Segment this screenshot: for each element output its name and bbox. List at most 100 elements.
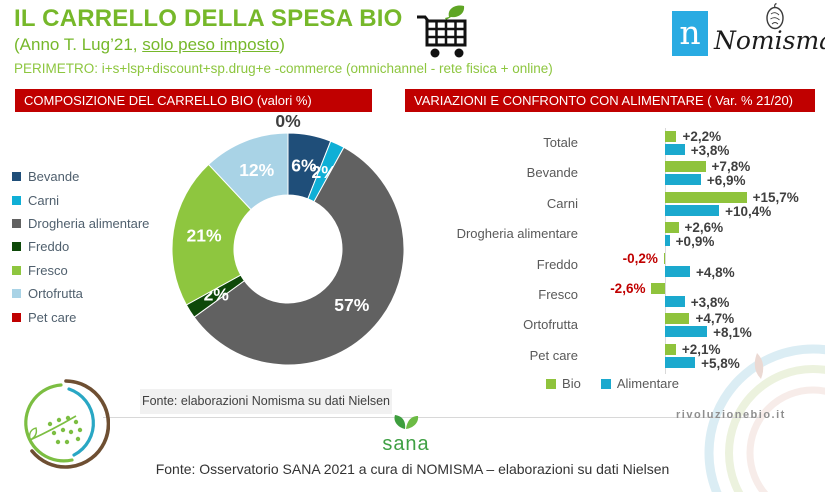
bar-alimentare-freddo [665,265,690,277]
legend-swatch-icon [12,312,21,322]
bar-bio-drogheria-alimentare [665,222,679,234]
bar-value-label: +3,8% [690,295,730,310]
nomisma-logo: n Nomisma [668,2,825,60]
perimeter-note: PERIMETRO: i+s+lsp+discount+sp.drug+e -c… [14,61,553,76]
shopping-cart-icon [417,5,467,58]
bar-alimentare-carni [665,204,720,216]
bar-value-label: +4,7% [695,311,735,327]
separator-line [103,417,761,418]
bar-alimentare-bevande [665,174,701,186]
legend-label: Carni [28,192,60,208]
bar-value-label: +7,8% [711,159,751,175]
nomisma-n-mark: n [672,11,708,56]
bar-alimentare-pet-care [665,356,696,368]
bar-value-label: +4,8% [695,264,735,280]
legend-item-freddo: Freddo [12,235,172,258]
bar-value-label: +8,1% [713,325,752,341]
donut-slice-ortofrutta [207,132,289,211]
donut-label-fresco: 21% [187,226,222,246]
subtitle: (Anno T. Lug’21, solo peso imposto) [14,35,285,55]
donut-slice-fresco [171,163,252,306]
bar-value-label: -2,6% [610,281,646,296]
legend-label-bio: Bio [562,376,581,391]
legend-label-alimentare: Alimentare [616,376,679,391]
bar-legend: Bio Alimentare [410,376,815,391]
bar-alimentare-fresco [665,296,685,307]
bar-category-label: Bevande [526,165,578,181]
legend-swatch-icon [12,289,21,299]
donut-chart: 6%2%57%2%21%12%0% [171,112,405,366]
legend-item-ortofrutta: Ortofrutta [12,282,172,305]
donut-label-bevande: 6% [291,156,317,176]
bar-value-label: -0,2% [622,250,658,266]
legend-swatch-icon [12,218,21,228]
page-title: IL CARRELLO DELLA SPESA BIO [14,5,403,32]
bar-category-label: Drogheria alimentare [456,226,578,242]
legend-swatch-icon [12,195,21,205]
sana-wordmark: sana [382,433,430,455]
right-panel-title: VARIAZIONI E CONFRONTO CON ALIMENTARE ( … [405,89,815,112]
legend-label: Ortofrutta [28,286,83,302]
sana-logo: sana [373,413,439,456]
bar-alimentare-ortofrutta [665,326,708,338]
bar-value-label: +2,6% [684,220,724,236]
donut-label-ortofrutta: 12% [239,160,274,180]
bar-category-label: Freddo [536,256,578,272]
nomisma-wordmark: Nomisma [714,26,825,55]
bar-value-label: +10,4% [725,203,772,219]
legend-item-fresco: Fresco [12,259,172,282]
donut-label-drogheria-alimentare: 57% [334,295,369,315]
left-panel-title: COMPOSIZIONE DEL CARRELLO BIO (valori %) [15,89,372,112]
nomisma-coin-icon [766,2,784,30]
legend-item-bio: Bio [546,376,581,391]
source-note-box: Fonte: elaborazioni Nomisma su dati Niel… [140,389,392,414]
bar-alimentare-drogheria-alimentare [665,235,670,247]
bar-category-label: Carni [546,195,578,211]
bar-bio-bevande [665,161,706,173]
subtitle-suffix: ) [279,35,285,54]
rivoluzionebio-link[interactable]: rivoluzionebio.it [676,409,786,421]
subtitle-prefix: (Anno T. Lug’21, [14,35,143,54]
bar-value-label: +6,9% [706,173,746,189]
legend-swatch-icon [12,172,21,182]
legend-swatch-icon [12,265,21,275]
legend-item-pet-care: Pet care [12,305,172,328]
bar-alimentare-totale [665,144,685,155]
bar-category-label: Pet care [529,347,578,363]
bar-chart: Totale +2,2% +3,8% Bevande +7,8% +6,9% Carni +1… [410,126,822,378]
subtitle-underlined: solo peso imposto [142,35,280,54]
bio-swatch-icon [546,378,557,389]
bar-value-label: +15,7% [752,189,799,205]
bar-bio-freddo [663,252,665,264]
legend-item-drogheria-alimentare: Drogheria alimentare [12,212,172,235]
bar-category-label: Ortofrutta [523,317,578,333]
legend-label: Pet care [28,309,77,325]
bar-bio-ortofrutta [665,313,690,325]
sana-sprout-icon [394,415,419,429]
bar-value-label: +5,8% [701,355,740,371]
legend-swatch-icon [12,242,21,252]
legend-label: Freddo [28,239,70,255]
donut-label-pet-care: 0% [275,112,301,131]
bar-value-label: +2,1% [681,341,721,357]
footer-source: Fonte: Osservatorio SANA 2021 a cura di … [155,461,670,477]
legend-item-carni: Carni [12,188,172,211]
bar-value-label: +2,2% [682,129,722,144]
bar-value-label: +3,8% [690,143,730,158]
bar-category-label: Fresco [538,287,578,302]
donut-slice-drogheria-alimentare [193,146,405,366]
bar-value-label: +0,9% [675,234,715,250]
legend-item-alimentare: Alimentare [600,376,679,391]
watermark-arcs [704,344,825,492]
bar-category-label: Totale [543,135,578,150]
bar-bio-carni [665,191,747,203]
bar-bio-fresco [651,283,665,294]
alimentare-swatch-icon [600,378,611,389]
bar-bio-pet-care [665,343,676,355]
legend-label: Fresco [28,262,68,278]
bar-bio-totale [665,131,677,142]
legend-label: Drogheria alimentare [28,215,150,231]
leaf-icon [445,5,465,20]
bar-axis-line [665,128,666,374]
